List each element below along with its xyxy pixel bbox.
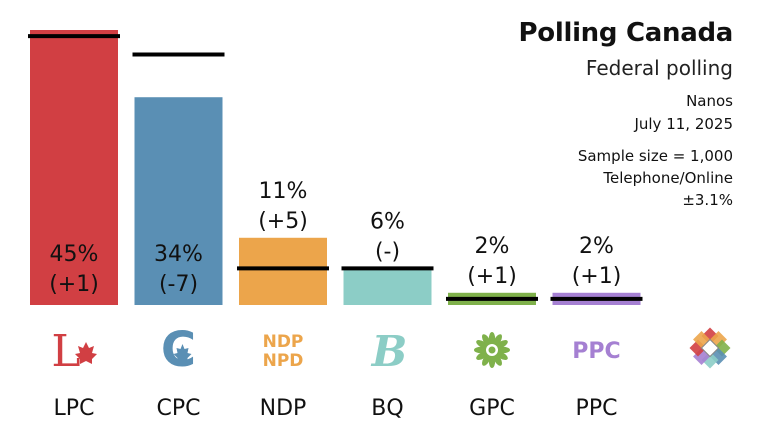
category-labels: LPC CPC NDP BQ GPC PPC bbox=[54, 396, 618, 421]
change-label-ndp: (+5) bbox=[258, 209, 308, 234]
bar-ndp bbox=[239, 237, 327, 305]
lpc-logo-letter: L bbox=[51, 326, 80, 377]
chart-title: Polling Canada bbox=[518, 18, 734, 48]
chart-subtitle: Federal polling bbox=[585, 56, 733, 80]
change-label-gpc: (+1) bbox=[467, 264, 517, 289]
gpc-petal bbox=[493, 353, 502, 366]
bar-bq bbox=[343, 268, 432, 305]
bar-series bbox=[30, 30, 641, 305]
gpc-petal bbox=[476, 351, 489, 360]
bq-logo-letter: B bbox=[371, 327, 408, 376]
lpc-logo-icon: L bbox=[51, 326, 97, 377]
gpc-petal bbox=[495, 351, 508, 360]
gpc-petal bbox=[476, 340, 489, 349]
sample-size: Sample size = 1,000 bbox=[577, 147, 733, 165]
value-label-gpc: 2% bbox=[475, 234, 510, 259]
ndp-logo-line: NPD bbox=[263, 351, 304, 371]
category-label-ndp: NDP bbox=[260, 396, 307, 421]
gpc-petal bbox=[493, 334, 502, 347]
poll-method: Telephone/Online bbox=[603, 169, 733, 187]
pollster-name: Nanos bbox=[686, 92, 733, 110]
bar-cpc bbox=[134, 97, 223, 305]
cpc-logo-icon: C bbox=[161, 322, 196, 378]
gpc-petal bbox=[482, 353, 491, 366]
change-label-ppc: (+1) bbox=[572, 264, 622, 289]
gpc-petal bbox=[495, 340, 508, 349]
gpc-logo-icon bbox=[474, 332, 510, 368]
change-label-cpc: (-7) bbox=[159, 272, 198, 297]
change-label-lpc: (+1) bbox=[49, 272, 99, 297]
change-label-bq: (-) bbox=[375, 239, 400, 264]
category-label-gpc: GPC bbox=[469, 396, 515, 421]
gpc-core bbox=[488, 346, 496, 354]
ndp-logo-line: NDP bbox=[263, 332, 304, 352]
polling-canada-logo-icon bbox=[689, 327, 731, 369]
category-label-lpc: LPC bbox=[54, 396, 95, 421]
ppc-logo-icon: PPC bbox=[572, 339, 620, 364]
bq-logo-icon: B bbox=[371, 327, 408, 376]
ppc-logo-text: PPC bbox=[572, 339, 620, 364]
value-label-bq: 6% bbox=[370, 209, 405, 234]
category-label-bq: BQ bbox=[371, 396, 403, 421]
value-label-cpc: 34% bbox=[154, 242, 203, 267]
maple-leaf-icon bbox=[75, 342, 97, 364]
previous-poll-markers bbox=[28, 34, 643, 301]
value-label-ndp: 11% bbox=[259, 179, 308, 204]
bar-lpc bbox=[30, 30, 118, 305]
margin-of-error: ±3.1% bbox=[682, 191, 733, 209]
value-labels: 45% (+1) 34% (-7) 11% (+5) 6% (-) 2% (+1) 2% (+1) bbox=[49, 179, 621, 297]
category-label-ppc: PPC bbox=[576, 396, 618, 421]
category-label-cpc: CPC bbox=[157, 396, 201, 421]
value-label-lpc: 45% bbox=[50, 242, 99, 267]
value-label-ppc: 2% bbox=[579, 234, 614, 259]
gpc-petal bbox=[482, 334, 491, 347]
mosaic-center bbox=[700, 338, 720, 358]
maple-leaf-icon bbox=[173, 344, 192, 362]
poll-date: July 11, 2025 bbox=[634, 115, 733, 133]
